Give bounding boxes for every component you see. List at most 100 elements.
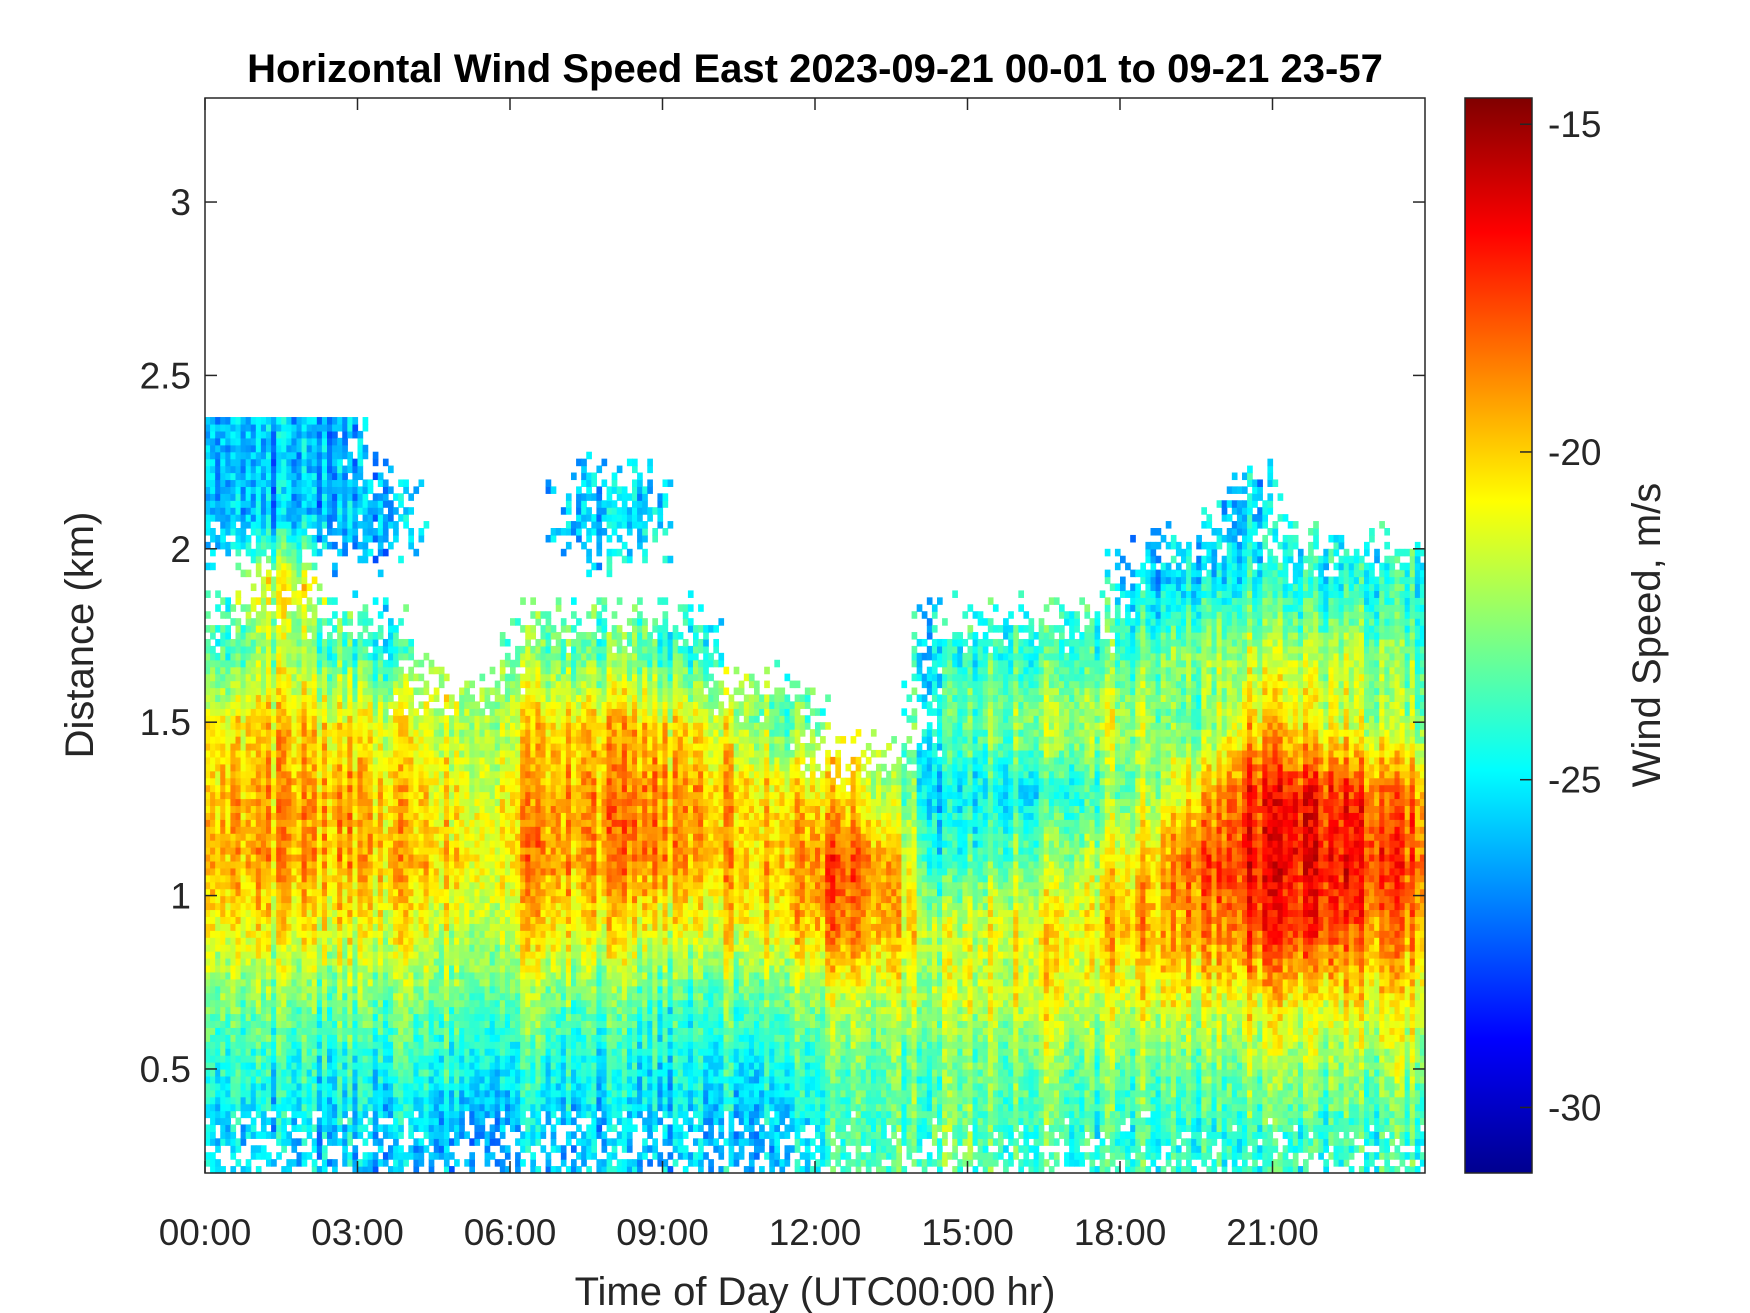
heatmap-cell (459, 708, 465, 716)
heatmap-cell (220, 500, 226, 508)
heatmap-cell (271, 874, 277, 883)
heatmap-cell (281, 819, 287, 827)
heatmap-cell (372, 451, 379, 460)
heatmap-cell (332, 1082, 338, 1091)
heatmap-cell (449, 847, 455, 855)
heatmap-cell (306, 666, 313, 675)
heatmap-cell (398, 1006, 404, 1015)
heatmap-cell (357, 819, 364, 827)
heatmap-cell (311, 1075, 318, 1084)
heatmap-cell (367, 756, 374, 765)
heatmap-cell (342, 805, 348, 813)
heatmap-cell (362, 944, 369, 952)
heatmap-cell (245, 860, 252, 869)
heatmap-cell (388, 722, 394, 730)
heatmap-cell (372, 1117, 379, 1126)
heatmap-cell (266, 1055, 272, 1063)
heatmap-cell (357, 888, 364, 897)
heatmap-cell (250, 930, 257, 938)
heatmap-cell (352, 840, 359, 848)
heatmap-cell (235, 451, 242, 460)
heatmap-cell (438, 819, 445, 827)
heatmap-cell (271, 923, 277, 931)
heatmap-cell (255, 833, 262, 841)
heatmap-cell (296, 1110, 303, 1119)
heatmap-cell (311, 423, 318, 432)
heatmap-cell (362, 847, 369, 855)
heatmap-cell (342, 992, 348, 1001)
heatmap-cell (205, 944, 211, 952)
heatmap-cell (235, 514, 242, 522)
heatmap-cell (291, 437, 298, 446)
heatmap-cell (306, 958, 313, 966)
heatmap-cell (337, 1089, 343, 1098)
heatmap-cell (327, 514, 333, 522)
heatmap-cell (388, 736, 394, 744)
heatmap-cell (403, 874, 409, 883)
heatmap-cell (418, 1034, 425, 1042)
heatmap-cell (266, 1027, 272, 1035)
heatmap-cell (342, 1055, 348, 1063)
heatmap-cell (215, 486, 221, 494)
heatmap-cell (316, 486, 323, 494)
heatmap-cell (327, 736, 333, 744)
heatmap-cell (489, 777, 496, 786)
heatmap-cell (443, 937, 450, 945)
heatmap-cell (321, 826, 328, 834)
heatmap-cell (301, 604, 308, 612)
heatmap-cell (469, 805, 476, 813)
heatmap-cell (220, 805, 226, 813)
heatmap-cell (306, 465, 313, 474)
heatmap-cell (484, 971, 491, 980)
heatmap-cell (388, 673, 394, 682)
heatmap-cell (494, 860, 501, 869)
heatmap-cell (245, 805, 252, 813)
heatmap-cell (225, 708, 232, 716)
heatmap-cell (332, 541, 338, 550)
heatmap-cell (347, 978, 354, 987)
heatmap-cell (403, 514, 409, 522)
heatmap-cell (403, 1096, 409, 1105)
heatmap-cell (337, 1082, 343, 1091)
heatmap-cell (286, 992, 293, 1001)
heatmap-cell (235, 465, 242, 474)
heatmap-cell (418, 1145, 425, 1153)
heatmap-cell (428, 1117, 435, 1126)
heatmap-cell (301, 909, 308, 917)
heatmap-cell (484, 743, 491, 751)
heatmap-cell (357, 1020, 364, 1028)
heatmap-cell (250, 638, 257, 647)
heatmap-cell (337, 479, 343, 487)
heatmap-cell (260, 805, 267, 813)
heatmap-cell (235, 798, 242, 807)
heatmap-cell (362, 1138, 369, 1146)
heatmap-cell (398, 978, 404, 987)
heatmap-cell (388, 985, 394, 994)
heatmap-cell (276, 826, 282, 834)
heatmap-cell (215, 444, 221, 453)
heatmap-cell (230, 507, 237, 515)
heatmap-cell (372, 944, 379, 952)
heatmap-cell (449, 902, 455, 911)
heatmap-cell (306, 867, 313, 876)
heatmap-cell (484, 694, 491, 702)
heatmap-cell (205, 812, 211, 820)
heatmap-cell (215, 958, 221, 966)
heatmap-cell (332, 763, 338, 772)
heatmap-cell (255, 812, 262, 820)
heatmap-cell (281, 666, 287, 675)
heatmap-cell (225, 458, 232, 467)
heatmap-cell (459, 791, 465, 800)
heatmap-cell (398, 812, 404, 820)
heatmap-cell (443, 923, 450, 931)
heatmap-cell (377, 847, 384, 855)
heatmap-cell (210, 708, 216, 716)
heatmap-cell (479, 1006, 486, 1015)
heatmap-cell (454, 881, 460, 890)
heatmap-cell (260, 840, 267, 848)
heatmap-cell (271, 1062, 277, 1070)
heatmap-cell (474, 784, 481, 793)
heatmap-cell (225, 451, 232, 460)
heatmap-cell (306, 978, 313, 987)
heatmap-cell (332, 930, 338, 938)
